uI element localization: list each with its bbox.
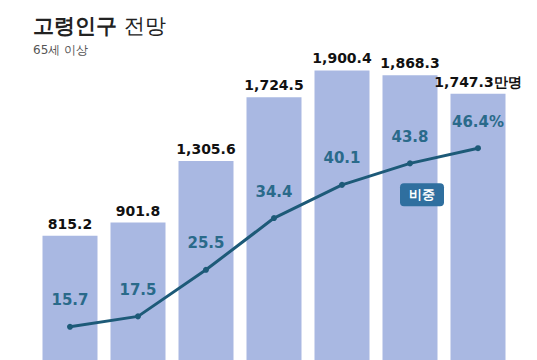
- svg-text:815.2: 815.2: [48, 216, 92, 232]
- svg-text:1,747.3만명: 1,747.3만명: [434, 74, 521, 90]
- svg-text:1,724.5: 1,724.5: [244, 77, 303, 93]
- svg-text:1,900.4: 1,900.4: [312, 50, 372, 66]
- svg-text:전망: 전망: [117, 14, 166, 38]
- svg-text:43.8: 43.8: [391, 128, 428, 146]
- svg-text:46.4%: 46.4%: [452, 113, 504, 131]
- svg-text:65세 이상: 65세 이상: [33, 43, 88, 57]
- svg-text:901.8: 901.8: [116, 203, 160, 219]
- svg-text:15.7: 15.7: [51, 291, 88, 309]
- svg-text:17.5: 17.5: [119, 281, 156, 299]
- svg-text:40.1: 40.1: [323, 149, 360, 167]
- svg-text:1,868.3: 1,868.3: [380, 55, 439, 71]
- svg-text:고령인구: 고령인구: [33, 14, 117, 38]
- svg-text:비중: 비중: [409, 187, 435, 202]
- svg-text:25.5: 25.5: [187, 234, 224, 252]
- svg-text:34.4: 34.4: [255, 183, 292, 201]
- svg-text:1,305.6: 1,305.6: [176, 141, 235, 157]
